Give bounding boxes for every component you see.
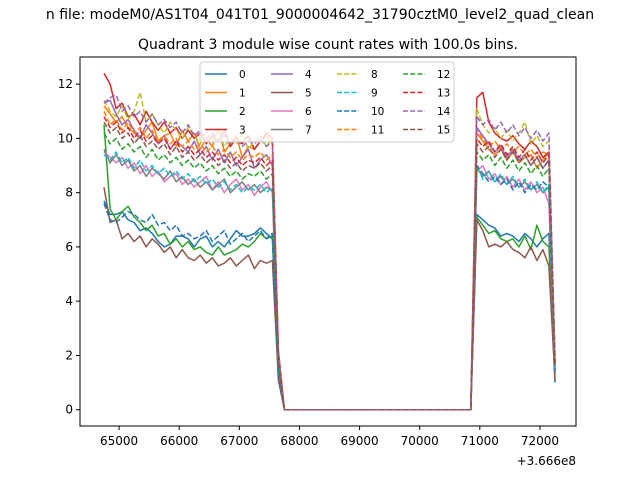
legend-label-9: 9	[371, 88, 378, 100]
axis-ticks: 65000 66000 67000 68000 69000 70000 71000 72000…	[58, 77, 559, 448]
series-lines	[103, 72, 556, 411]
x-tick-label: 65000	[100, 434, 138, 448]
legend-label-12: 12	[437, 69, 450, 81]
plot-frame	[79, 56, 577, 427]
series-line-9	[103, 151, 556, 411]
series-line-10	[103, 164, 556, 411]
legend-box	[199, 61, 455, 143]
series-line-1	[103, 105, 556, 411]
legend-label-5: 5	[305, 88, 312, 100]
legend-label-4: 4	[305, 69, 312, 81]
x-tick-label: 68000	[280, 434, 318, 448]
legend-label-8: 8	[371, 69, 378, 81]
legend-label-1: 1	[239, 88, 246, 100]
x-tick-label: 67000	[220, 434, 258, 448]
y-tick-label: 4	[65, 294, 73, 308]
y-tick-label: 8	[65, 186, 73, 200]
legend-label-14: 14	[437, 106, 451, 118]
x-tick-label: 72000	[521, 434, 559, 448]
x-tick-label: 70000	[401, 434, 439, 448]
legend-label-11: 11	[371, 125, 384, 137]
x-tick-label: 69000	[340, 434, 378, 448]
series-line-14	[103, 94, 556, 411]
legend-label-6: 6	[305, 106, 312, 118]
legend-label-15: 15	[437, 125, 450, 137]
legend-label-3: 3	[239, 125, 246, 137]
series-line-5	[103, 187, 556, 411]
y-tick-label: 10	[58, 131, 73, 145]
x-offset-label: +3.666e8	[517, 454, 576, 468]
chart-suptitle: n file: modeM0/AS1T04_041T01_9000004642_…	[46, 7, 594, 23]
y-tick-label: 2	[65, 348, 73, 362]
legend-label-2: 2	[239, 106, 246, 118]
x-tick-label: 71000	[461, 434, 499, 448]
series-line-15	[103, 121, 556, 411]
x-tick-label: 66000	[160, 434, 198, 448]
legend-label-7: 7	[305, 125, 312, 137]
y-tick-label: 12	[58, 77, 73, 91]
y-tick-label: 0	[65, 403, 73, 417]
legend-label-0: 0	[239, 69, 246, 81]
series-line-2	[103, 124, 556, 411]
series-line-6	[103, 151, 556, 411]
legend-label-13: 13	[437, 88, 450, 100]
series-line-7	[103, 148, 556, 411]
y-tick-label: 6	[65, 240, 73, 254]
series-line-12	[103, 132, 556, 411]
legend-label-10: 10	[371, 106, 384, 118]
chart-title: Quadrant 3 module wise count rates with …	[138, 37, 518, 53]
